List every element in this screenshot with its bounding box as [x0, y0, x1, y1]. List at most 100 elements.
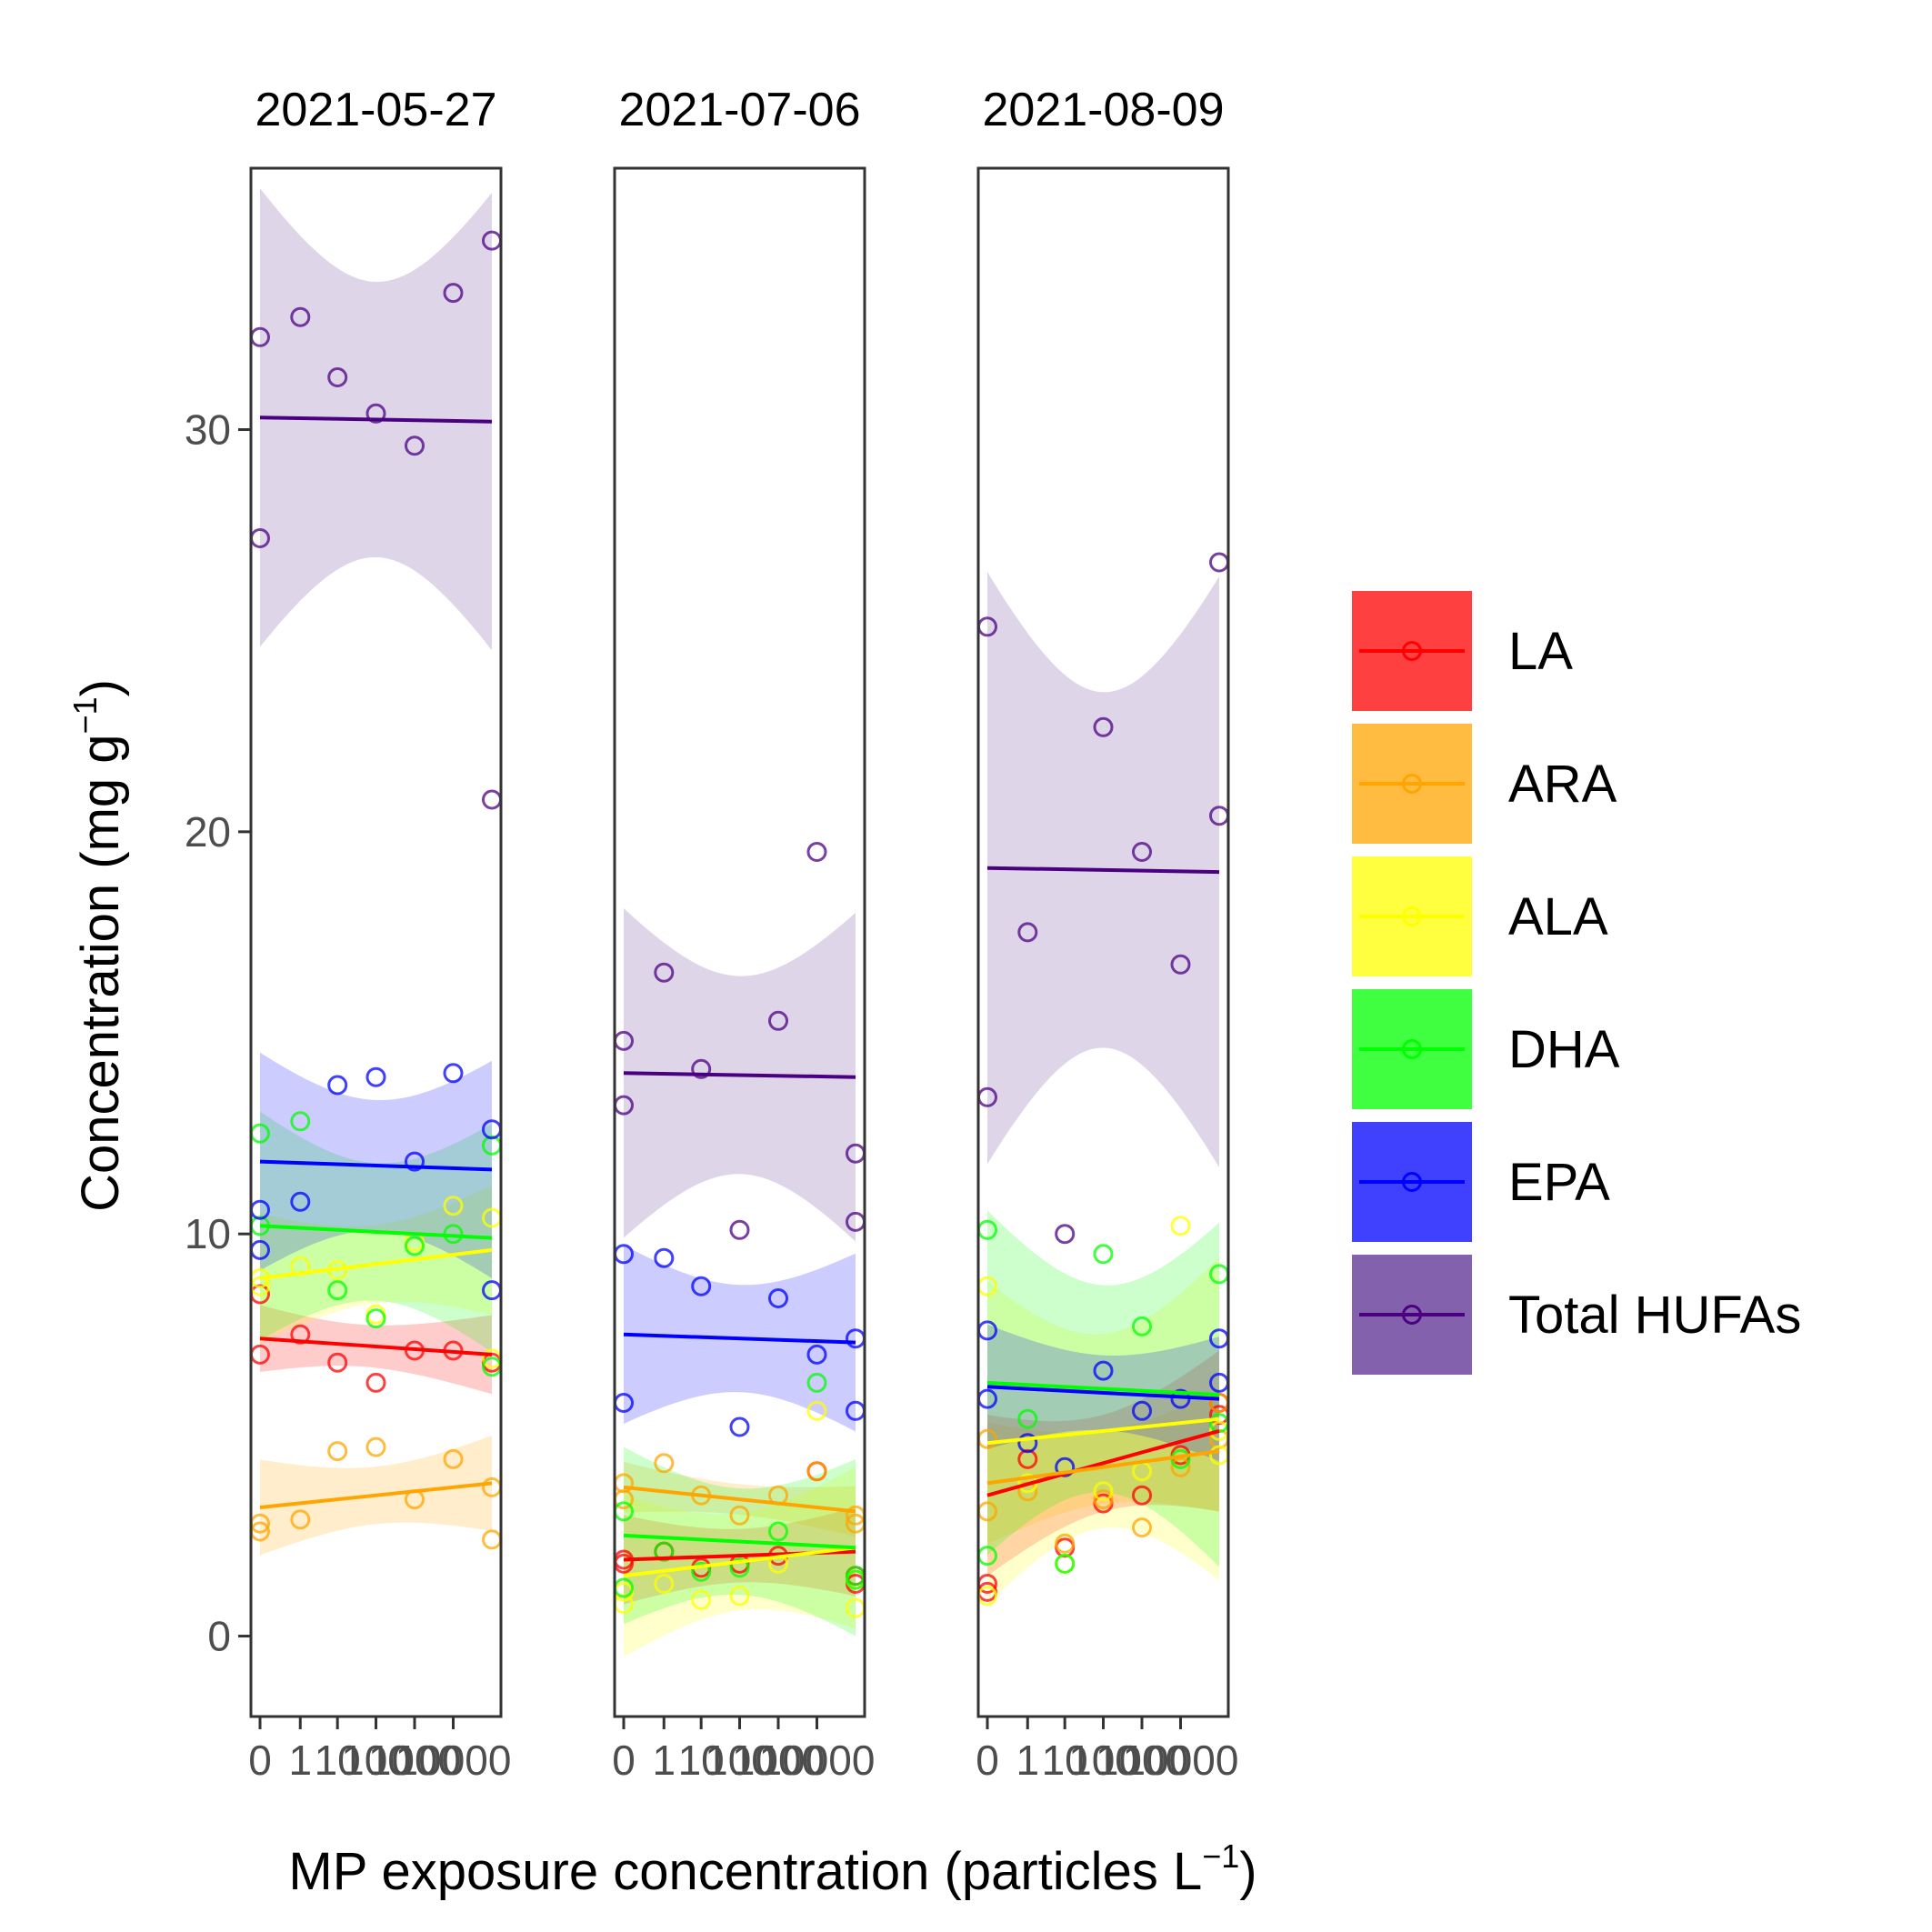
data-point	[1132, 842, 1152, 862]
trend-line	[259, 415, 493, 424]
data-point	[729, 1586, 750, 1607]
legend-item: DHA	[1352, 989, 1620, 1109]
legend-point	[1402, 641, 1422, 661]
legend-item: Total HUFAs	[1352, 1255, 1801, 1375]
data-point	[654, 1541, 675, 1562]
y-tick-label: 20	[185, 808, 231, 856]
data-point	[482, 789, 501, 810]
legend-point	[1402, 1305, 1422, 1325]
data-point	[327, 367, 348, 387]
plot-area	[251, 188, 501, 1556]
data-point	[1132, 1485, 1152, 1506]
data-point	[654, 1453, 675, 1474]
data-point	[290, 1324, 311, 1345]
facet-title: 2021-07-06	[619, 84, 861, 136]
legend-point	[1402, 774, 1422, 794]
data-point	[691, 1561, 712, 1582]
legend-label: EPA	[1508, 1153, 1610, 1212]
x-tick-label: 10	[678, 1737, 725, 1784]
data-point	[290, 1191, 311, 1212]
legend: LA ARA ALA DHA EPA Total HUFAs	[1352, 591, 1801, 1375]
data-point	[1132, 1316, 1152, 1336]
trend-line	[623, 1332, 856, 1345]
data-point	[405, 1236, 425, 1256]
data-point	[327, 1075, 348, 1096]
legend-item: LA	[1352, 591, 1573, 711]
legend-label: ALA	[1508, 887, 1608, 946]
data-point	[768, 1288, 788, 1308]
data-point	[729, 1505, 750, 1526]
x-tick-label: 1	[288, 1737, 312, 1784]
panel-border	[249, 166, 503, 1718]
data-point	[691, 1276, 712, 1296]
data-point	[327, 1441, 348, 1462]
data-point	[729, 1219, 750, 1240]
legend-item: EPA	[1352, 1122, 1610, 1242]
y-tick-label: 30	[185, 406, 231, 454]
data-point	[691, 1058, 712, 1079]
trend-line	[259, 1247, 493, 1280]
data-point	[654, 1247, 675, 1268]
legend-label: ARA	[1508, 755, 1617, 814]
data-point	[1132, 1400, 1152, 1421]
legend-label: Total HUFAs	[1508, 1286, 1801, 1345]
data-point	[327, 1352, 348, 1373]
data-point	[654, 962, 675, 983]
data-point	[1055, 1224, 1076, 1245]
trend-line	[986, 1380, 1220, 1397]
data-point	[443, 1196, 464, 1216]
trend-line	[986, 866, 1220, 875]
data-point	[1093, 1489, 1114, 1510]
data-point	[365, 1308, 386, 1329]
x-tick-label: 1000	[1096, 1737, 1188, 1784]
data-point	[1093, 716, 1114, 737]
data-point	[1170, 954, 1191, 975]
data-point	[1055, 1457, 1076, 1477]
data-point	[443, 1063, 464, 1084]
panel-border	[613, 166, 866, 1718]
x-axis-title: MP exposure concentration (particles L−1…	[288, 1837, 1256, 1901]
data-point	[1132, 1517, 1152, 1538]
data-point	[1170, 1216, 1191, 1236]
plot-area	[978, 552, 1228, 1607]
data-point	[1055, 1533, 1076, 1554]
data-point	[290, 306, 311, 327]
data-point	[729, 1557, 750, 1578]
x-tick-label: 10	[315, 1737, 361, 1784]
data-point	[290, 1509, 311, 1530]
data-point	[365, 1304, 386, 1325]
trend-line	[623, 1485, 856, 1514]
x-tick-label: 10000	[1123, 1737, 1239, 1784]
data-point	[1017, 1408, 1038, 1429]
data-point	[806, 1344, 827, 1365]
data-point	[1093, 1360, 1114, 1381]
trend-line	[259, 1159, 493, 1172]
data-point	[327, 1280, 348, 1301]
data-point	[806, 1372, 827, 1393]
data-point	[443, 1448, 464, 1469]
trend-line	[986, 1428, 1220, 1497]
data-point	[482, 1529, 501, 1550]
x-tick-label: 1	[1016, 1737, 1039, 1784]
data-point	[1017, 1433, 1038, 1454]
data-point	[806, 842, 827, 862]
data-point	[1017, 922, 1038, 943]
data-point	[1093, 1244, 1114, 1265]
x-tick-label: 0	[976, 1737, 999, 1784]
legend-item: ALA	[1352, 856, 1608, 976]
x-tick-label: 1000	[368, 1737, 461, 1784]
data-point	[806, 1461, 827, 1482]
data-point	[768, 1010, 788, 1031]
legend-item: ARA	[1352, 724, 1617, 844]
y-tick-label: 0	[207, 1613, 231, 1660]
trend-line	[623, 1546, 856, 1578]
trend-line	[623, 1071, 856, 1079]
trend-line	[259, 1224, 493, 1240]
trend-line	[623, 1533, 856, 1550]
data-point	[729, 1416, 750, 1437]
trend-line	[986, 1449, 1220, 1486]
x-tick-label: 10000	[395, 1737, 512, 1784]
